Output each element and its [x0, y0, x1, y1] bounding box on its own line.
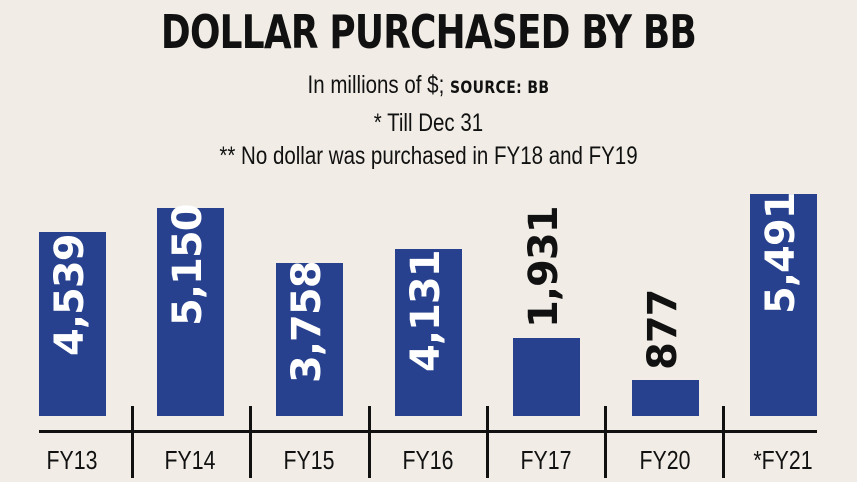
- bar-value-fy13: 4,539: [47, 234, 93, 356]
- chart-subtitle: In millions of $; SOURCE: BB: [77, 70, 780, 103]
- axis-divider: [486, 406, 489, 478]
- bar-fy13: [39, 232, 106, 416]
- axis-divider: [722, 406, 725, 478]
- x-tick-label-fy15: FY15: [283, 445, 335, 475]
- chart-title: DOLLAR PURCHASED BY BB: [160, 5, 697, 59]
- bar-fy14: [157, 208, 224, 416]
- axis-divider: [131, 406, 134, 478]
- axis-divider: [604, 406, 607, 478]
- x-tick-label-fy17: FY17: [520, 445, 572, 475]
- unit-text: In millions of $;: [307, 71, 445, 99]
- bar-value-fy20: 877: [640, 289, 686, 371]
- note-no-purchase: ** No dollar was purchased in FY18 and F…: [219, 142, 638, 170]
- note-till-dec: * Till Dec 31: [373, 109, 484, 137]
- x-tick-label-fy20: FY20: [639, 445, 691, 475]
- bar-value-fy16: 4,131: [403, 250, 449, 372]
- bar-fy17: [513, 338, 580, 416]
- bar-value-fy14: 5,150: [165, 204, 211, 326]
- x-tick-label-fy13: FY13: [46, 445, 98, 475]
- x-tick-label-fy21: *FY21: [753, 445, 813, 475]
- source-text: SOURCE: BB: [449, 78, 550, 98]
- x-axis-line: [39, 430, 817, 433]
- axis-divider: [249, 406, 252, 478]
- bar-value-fy15: 3,758: [284, 261, 330, 383]
- x-tick-label-fy16: FY16: [402, 445, 454, 475]
- bar-fy21: [750, 194, 817, 416]
- axis-divider: [368, 406, 371, 478]
- bar-value-fy21: 5,491: [758, 192, 804, 314]
- bar-value-fy17: 1,931: [521, 206, 567, 328]
- bar-fy15: [276, 263, 343, 416]
- x-tick-label-fy14: FY14: [164, 445, 216, 475]
- bar-fy20: [632, 380, 699, 416]
- bar-fy16: [395, 249, 462, 416]
